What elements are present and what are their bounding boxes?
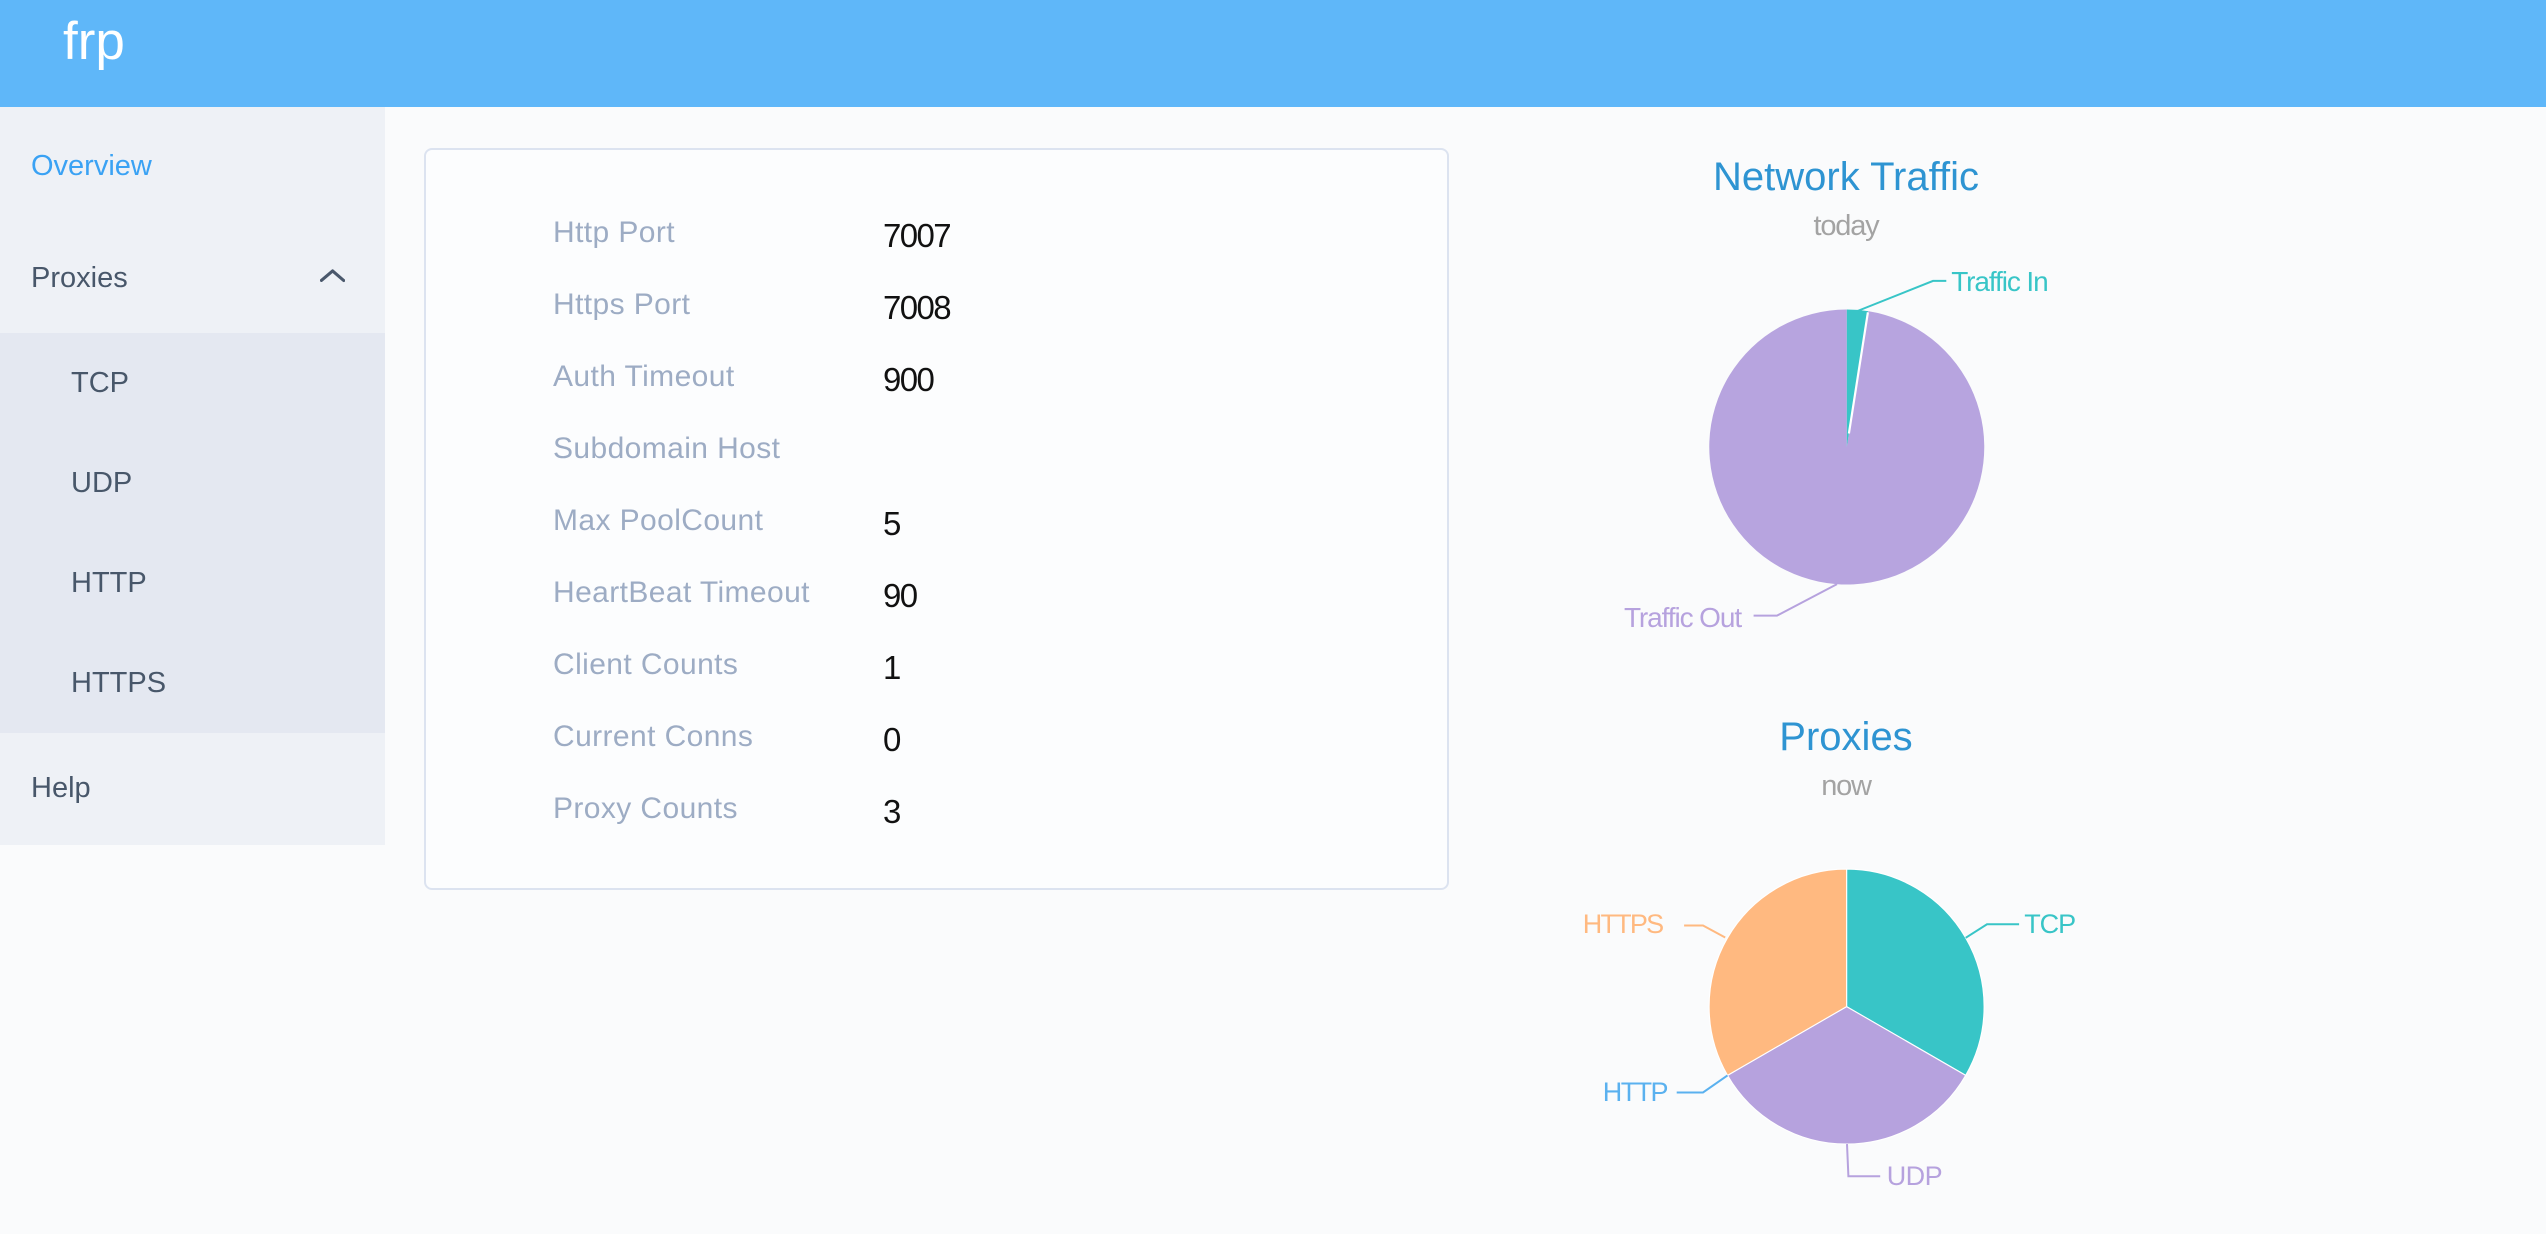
- svg-text:UDP: UDP: [1887, 1161, 1943, 1191]
- svg-text:HTTPS: HTTPS: [1583, 909, 1663, 939]
- svg-text:Traffic Out: Traffic Out: [1624, 602, 1742, 633]
- svg-text:Traffic In: Traffic In: [1951, 266, 2047, 297]
- svg-text:TCP: TCP: [2024, 909, 2075, 939]
- svg-text:HTTP: HTTP: [1603, 1077, 1668, 1107]
